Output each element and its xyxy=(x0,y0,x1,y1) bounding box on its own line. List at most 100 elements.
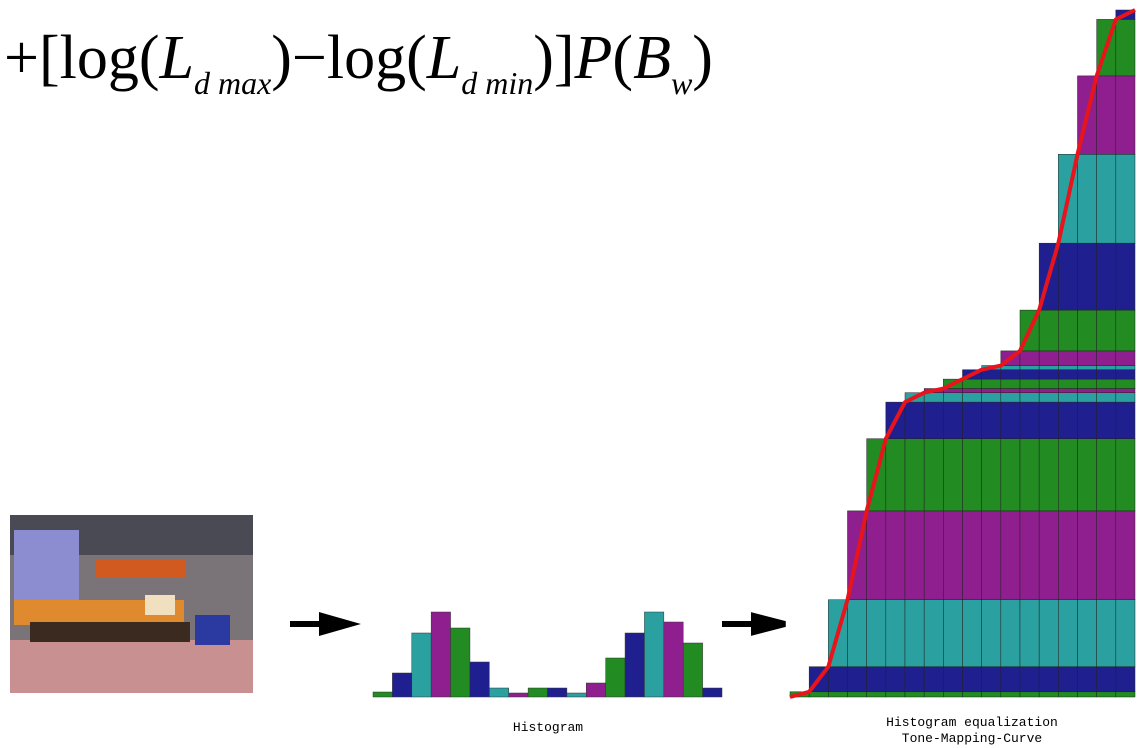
stacked-segment xyxy=(1000,392,1021,403)
stacked-segment xyxy=(1077,388,1097,393)
stacked-segment xyxy=(1077,691,1097,698)
stacked-segment xyxy=(943,599,963,667)
stacked-segment xyxy=(1019,392,1040,403)
stacked-segment xyxy=(943,510,963,601)
stacked-segment xyxy=(1000,691,1021,698)
stacked-segment xyxy=(1000,666,1021,693)
stacked-segment xyxy=(885,599,906,667)
bar xyxy=(624,632,645,698)
stacked-segment xyxy=(1077,438,1097,512)
stacked-segment xyxy=(1115,75,1136,155)
stacked-segment xyxy=(866,666,887,693)
stacked-segment xyxy=(1077,309,1097,352)
stacked-segment xyxy=(1096,510,1117,601)
stacked-segment xyxy=(885,691,906,698)
stacked-segment xyxy=(981,510,1002,601)
stacked-segment xyxy=(1019,599,1040,667)
stacked-segment xyxy=(847,691,867,698)
stacked-segment xyxy=(1038,666,1059,693)
stacked-segment xyxy=(808,691,829,698)
stacked-segment xyxy=(1038,369,1059,380)
stacked-segment xyxy=(943,438,963,512)
stacked-segment xyxy=(1115,510,1136,601)
stacked-segment xyxy=(1038,309,1059,352)
stacked-segment xyxy=(1038,378,1059,389)
formula-part: ( xyxy=(612,24,633,92)
formula-part: )−log( xyxy=(271,24,426,92)
stacked-segment xyxy=(981,666,1002,693)
stacked-segment xyxy=(1019,350,1040,366)
stacked-segment xyxy=(828,666,848,693)
stacked-segment xyxy=(1058,510,1078,601)
stacked-segment xyxy=(981,401,1002,439)
stacked-segment xyxy=(1115,242,1136,311)
stacked-segment xyxy=(1038,510,1059,601)
stacked-segment xyxy=(847,666,867,693)
bar xyxy=(411,632,432,698)
stacked-segment xyxy=(885,438,906,512)
stacked-segment xyxy=(885,666,906,693)
stacked-segment xyxy=(1000,388,1021,393)
stacked-segment xyxy=(1038,392,1059,403)
stacked-segment xyxy=(1077,666,1097,693)
formula-part: P xyxy=(574,24,613,92)
stacked-segment xyxy=(1000,378,1021,389)
stacked-segment xyxy=(962,666,982,693)
stacked-segment xyxy=(1038,350,1059,366)
stacked-segment xyxy=(923,510,944,601)
formula-part: +[log( xyxy=(4,24,159,92)
stacked-segment xyxy=(1096,438,1117,512)
formula-part: L xyxy=(158,24,193,92)
stacked-segment xyxy=(1096,309,1117,352)
bar xyxy=(566,692,587,698)
tone-mapping-curve xyxy=(789,8,1136,699)
stacked-segment xyxy=(1038,365,1059,370)
stacked-segment xyxy=(1000,401,1021,439)
stacked-segment xyxy=(1115,401,1136,439)
arrow xyxy=(290,612,361,636)
stacked-segment xyxy=(962,392,982,403)
bar xyxy=(372,691,393,698)
stacked-segment xyxy=(904,691,925,698)
stacked-segment xyxy=(828,691,848,698)
stacked-segment xyxy=(923,666,944,693)
stacked-segment xyxy=(1058,350,1078,366)
stacked-segment xyxy=(1058,365,1078,370)
stacked-segment xyxy=(1115,19,1136,77)
stacked-segment xyxy=(1077,242,1097,311)
stacked-segment xyxy=(1000,369,1021,380)
stacked-segment xyxy=(1058,438,1078,512)
stacked-segment xyxy=(1115,350,1136,366)
stacked-segment xyxy=(1038,691,1059,698)
stacked-segment xyxy=(1096,392,1117,403)
bar xyxy=(430,611,451,698)
stacked-segment xyxy=(1058,369,1078,380)
stacked-segment xyxy=(981,388,1002,393)
stacked-segment xyxy=(1077,392,1097,403)
stacked-segment xyxy=(981,378,1002,389)
stacked-segment xyxy=(1058,666,1078,693)
stacked-segment xyxy=(1019,510,1040,601)
stacked-segment xyxy=(1115,666,1136,693)
stacked-segment xyxy=(923,438,944,512)
formula-part: L xyxy=(426,24,461,92)
stacked-segment xyxy=(962,510,982,601)
bar xyxy=(644,611,665,698)
stacked-segment xyxy=(847,599,867,667)
formula-part: ) xyxy=(692,24,713,92)
stacked-segment xyxy=(1038,388,1059,393)
stacked-segment xyxy=(981,438,1002,512)
stacked-segment xyxy=(866,691,887,698)
stacked-segment xyxy=(1019,401,1040,439)
stacked-segment xyxy=(1058,309,1078,352)
stacked-segment xyxy=(904,401,925,439)
stacked-segment xyxy=(1096,350,1117,366)
bar xyxy=(547,687,568,698)
stacked-segment xyxy=(1096,378,1117,389)
stacked-segment xyxy=(1058,401,1078,439)
stacked-segment xyxy=(923,691,944,698)
bar xyxy=(508,692,529,698)
stacked-segment xyxy=(1115,369,1136,380)
stacked-segment xyxy=(1115,378,1136,389)
